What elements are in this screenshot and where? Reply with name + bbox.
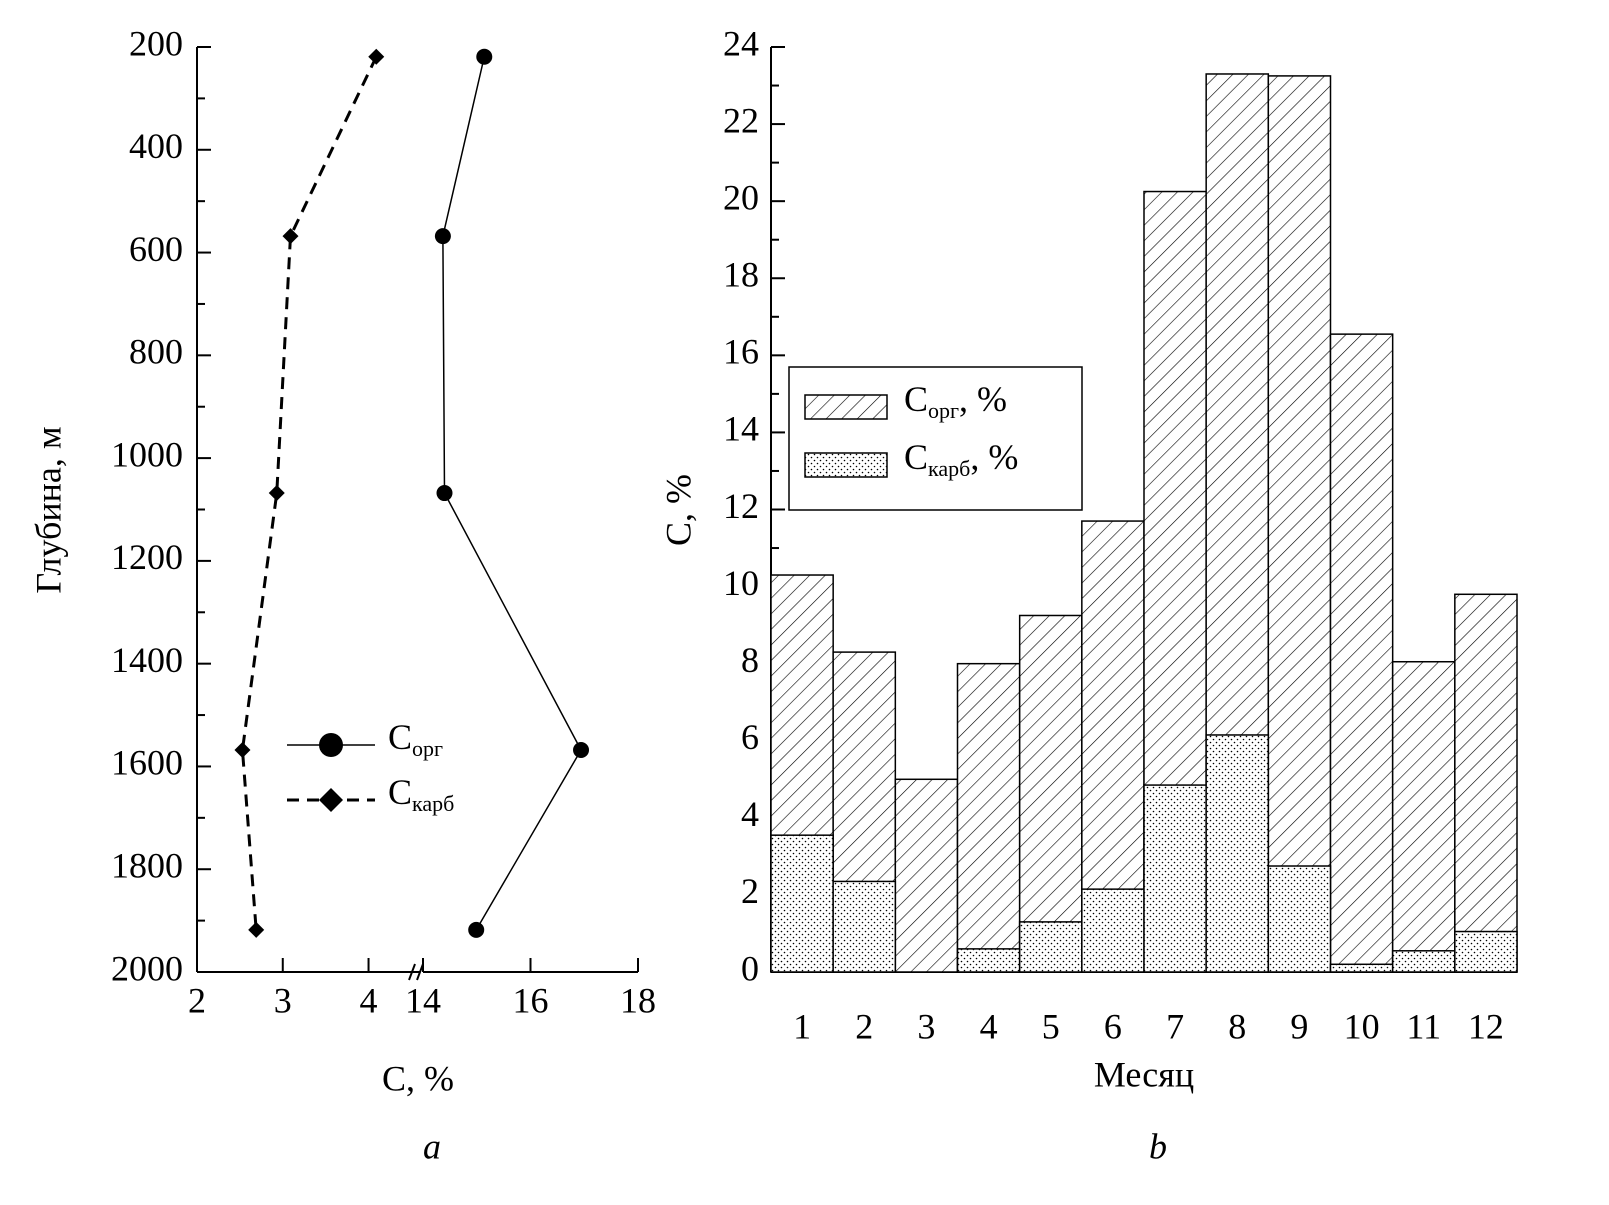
bar [1205, 734, 1270, 973]
y-tick-label: 16 [723, 332, 759, 372]
bar [1267, 865, 1332, 973]
legend-subscript: орг [412, 736, 443, 761]
axis-break [408, 963, 416, 981]
y-tick-label: 400 [129, 126, 183, 166]
x-tick-label: 9 [1290, 1006, 1308, 1046]
legend-label: Cкарб, % [904, 437, 1018, 481]
y-tick-label: 1200 [111, 537, 183, 577]
x-axis-label: C, % [382, 1058, 454, 1098]
x-tick-label: 4 [980, 1006, 998, 1046]
legend-marker [319, 733, 343, 757]
data-point [368, 48, 385, 65]
x-tick-label: 6 [1104, 1006, 1122, 1046]
x-tick-label: 10 [1344, 1006, 1380, 1046]
legend-name: C [904, 379, 928, 419]
y-tick-label: 200 [129, 23, 183, 63]
x-tick-label: 2 [188, 980, 206, 1020]
data-point [234, 742, 251, 758]
y-tick-label: 2 [741, 871, 759, 911]
y-tick-label: 12 [723, 486, 759, 526]
legend-suffix: , % [970, 437, 1018, 477]
bar [1454, 930, 1518, 973]
bar [956, 948, 1021, 973]
bar [1329, 333, 1394, 973]
y-axis-label: C, % [658, 474, 698, 546]
panel-label: a [423, 1126, 441, 1166]
x-tick-label: 11 [1406, 1006, 1441, 1046]
bar [1018, 921, 1083, 973]
legend-name: C [904, 437, 928, 477]
legend-label: Cорг, % [904, 379, 1007, 423]
legend-label: Cорг [388, 717, 443, 761]
y-axis-label: Глубина, м [28, 426, 68, 593]
x-tick-label: 4 [360, 980, 378, 1020]
y-tick-label: 4 [741, 794, 759, 834]
x-tick-label: 1 [793, 1006, 811, 1046]
bar [1018, 614, 1083, 973]
bar [1454, 593, 1518, 973]
legend-label: Cкарб [388, 772, 454, 816]
x-tick-label: 5 [1042, 1006, 1060, 1046]
x-tick-label: 7 [1166, 1006, 1184, 1046]
data-point [268, 485, 285, 502]
panel-label: b [1149, 1126, 1167, 1166]
y-tick-label: 600 [129, 229, 183, 269]
bar [1143, 784, 1207, 973]
y-tick-label: 1000 [111, 434, 183, 474]
bar [1267, 75, 1332, 973]
data-point [476, 48, 493, 65]
x-tick-label: 2 [855, 1006, 873, 1046]
data-point [248, 921, 265, 938]
y-tick-label: 18 [723, 255, 759, 295]
legend-name: C [388, 717, 412, 757]
y-tick-label: 1400 [111, 640, 183, 680]
bar [1329, 963, 1394, 973]
y-tick-label: 10 [723, 563, 759, 603]
y-tick-label: 6 [741, 717, 759, 757]
legend-marker [319, 788, 343, 812]
legend-subscript: карб [928, 456, 970, 481]
data-point [436, 485, 453, 502]
series-line [442, 56, 582, 931]
legend-box [788, 366, 1083, 511]
x-tick-label: 12 [1468, 1006, 1504, 1046]
y-tick-label: 1600 [111, 743, 183, 783]
legend-suffix: , % [959, 379, 1007, 419]
y-tick-label: 2000 [111, 948, 183, 988]
x-tick-label: 16 [513, 980, 549, 1020]
y-tick-label: 20 [723, 177, 759, 217]
y-tick-label: 800 [129, 332, 183, 372]
x-tick-label: 3 [274, 980, 292, 1020]
x-tick-label: 8 [1228, 1006, 1246, 1046]
x-tick-label: 18 [620, 980, 656, 1020]
x-tick-label: 14 [405, 980, 441, 1020]
y-tick-label: 24 [723, 23, 759, 63]
bar [1081, 888, 1145, 973]
x-tick-label: 3 [917, 1006, 935, 1046]
legend-swatch [804, 394, 888, 420]
data-point [468, 921, 485, 938]
y-tick-label: 14 [723, 409, 759, 449]
y-tick-label: 8 [741, 640, 759, 680]
y-tick-label: 22 [723, 100, 759, 140]
bar [1391, 660, 1456, 973]
bar [770, 834, 834, 973]
bar [956, 662, 1021, 973]
x-axis-label: Месяц [1094, 1054, 1194, 1094]
data-point [282, 228, 299, 245]
legend-name: C [388, 772, 412, 812]
data-point [434, 228, 451, 245]
bar [832, 880, 897, 973]
legend-subscript: орг [928, 398, 959, 423]
legend-swatch [804, 452, 888, 478]
legend-subscript: карб [412, 791, 454, 816]
bar [1391, 950, 1456, 973]
bar [894, 778, 959, 973]
y-tick-label: 1800 [111, 845, 183, 885]
data-point [573, 742, 590, 758]
y-tick-label: 0 [741, 948, 759, 988]
